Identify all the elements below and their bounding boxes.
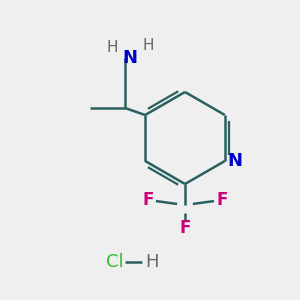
Text: F: F [216,191,228,209]
Text: N: N [122,49,137,67]
Text: H: H [106,40,118,56]
Text: Cl: Cl [106,253,124,271]
Text: N: N [228,152,243,170]
Text: F: F [179,219,191,237]
Text: H: H [142,38,154,52]
Text: H: H [145,253,159,271]
Text: F: F [142,191,154,209]
